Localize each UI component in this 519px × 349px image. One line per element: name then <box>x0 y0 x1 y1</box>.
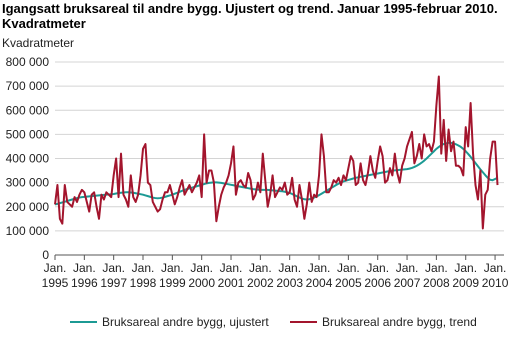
y-tick-label: 0 <box>42 248 49 262</box>
x-tick-label: Jan. 1996 <box>71 261 98 290</box>
x-tick-label: Jan. 2004 <box>306 261 333 290</box>
chart-title-block: Igangsatt bruksareal til andre bygg. Uju… <box>2 1 517 31</box>
x-tick-label: Jan. 2005 <box>335 261 362 290</box>
x-tick-label: Jan. 2002 <box>247 261 274 290</box>
y-tick-label: 100 000 <box>6 224 50 238</box>
x-tick-label: Jan. 2009 <box>452 261 479 290</box>
y-tick-label: 300 000 <box>6 176 50 190</box>
x-tick-label: Jan. 1995 <box>42 261 69 290</box>
y-tick-label: 200 000 <box>6 200 50 214</box>
y-tick-label: 600 000 <box>6 103 50 117</box>
x-tick-label: Jan. 2000 <box>188 261 215 290</box>
legend-label: Bruksareal andre bygg, ujustert <box>102 315 269 329</box>
y-axis-label: Kvadratmeter <box>2 36 74 50</box>
x-tick-label: Jan. 1997 <box>100 261 127 290</box>
chart-subtitle: Kvadratmeter <box>2 16 86 31</box>
x-tick-label: Jan. 2003 <box>276 261 303 290</box>
y-tick-label: 700 000 <box>6 79 50 93</box>
y-tick-label: 800 000 <box>6 55 50 69</box>
y-tick-label: 500 000 <box>6 127 50 141</box>
data-line <box>54 75 499 230</box>
x-tick-label: Jan. 1998 <box>130 261 157 290</box>
x-tick-label: Jan. 1999 <box>159 261 186 290</box>
x-tick-label: Jan. 2008 <box>423 261 450 290</box>
y-tick-label: 400 000 <box>6 152 50 166</box>
chart-title: Igangsatt bruksareal til andre bygg. Uju… <box>2 1 498 16</box>
legend-label: Bruksareal andre bygg, trend <box>322 315 477 329</box>
x-tick-label: Jan. 2010 <box>482 261 509 290</box>
x-tick-label: Jan. 2007 <box>394 261 421 290</box>
x-tick-label: Jan. 2001 <box>218 261 245 290</box>
x-tick-label: Jan. 2006 <box>364 261 391 290</box>
